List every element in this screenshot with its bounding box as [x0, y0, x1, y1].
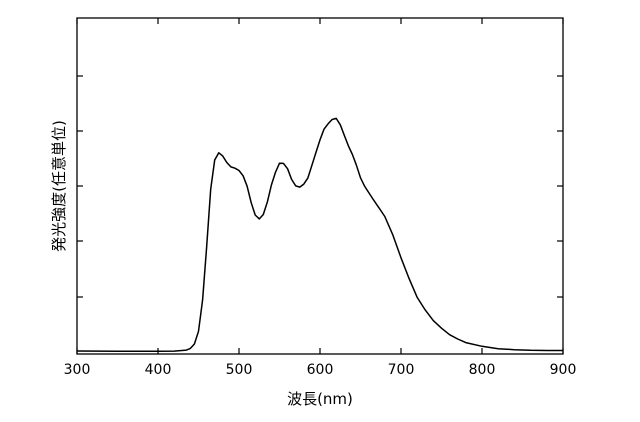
x-tick-label: 700 — [388, 362, 415, 378]
plot-layer — [77, 118, 563, 351]
x-axis-title: 波長(nm) — [287, 390, 353, 408]
plot-frame — [77, 18, 563, 354]
x-tick-label: 400 — [145, 362, 172, 378]
x-tick-label: 800 — [469, 362, 496, 378]
x-tick-label: 600 — [307, 362, 334, 378]
axis-layer: 300 400 500 600 700 800 900 — [64, 18, 577, 378]
x-tick-label: 300 — [64, 362, 91, 378]
x-tick-label: 500 — [226, 362, 253, 378]
spectrum-line — [77, 118, 563, 351]
y-axis-title: 発光強度(任意単位) — [50, 120, 68, 252]
x-tick-label: 900 — [550, 362, 577, 378]
